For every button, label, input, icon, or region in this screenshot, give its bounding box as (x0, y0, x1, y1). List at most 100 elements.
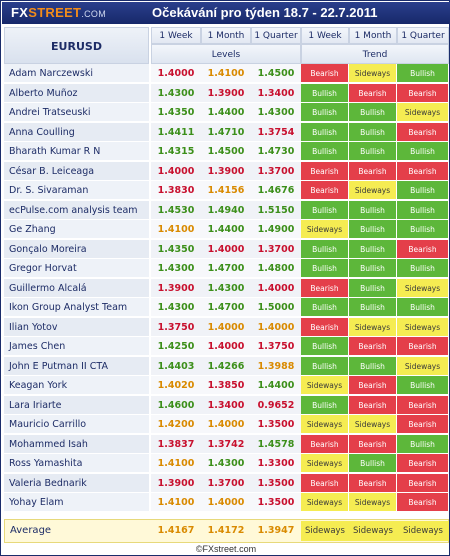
level-cell: 1.3900 (151, 473, 201, 493)
trend-cell: Bullish (397, 298, 449, 317)
trend-cell: Bearish (397, 493, 449, 512)
table-row: Lara Iriarte 1.4600 1.3400 0.9652 Bullish Bea… (4, 395, 449, 415)
level-cell: 1.4300 (151, 83, 201, 103)
level-cell: 1.4700 (201, 259, 251, 278)
trend-cell: Bearish (397, 337, 449, 356)
trend-cell: Bullish (301, 103, 349, 122)
level-cell: 1.4300 (251, 103, 301, 122)
level-cell: 1.4403 (151, 356, 201, 376)
level-cell: 1.4100 (201, 64, 251, 83)
level-cell: 1.4000 (151, 161, 201, 181)
average-trend-1-quarter: Sideways (397, 521, 449, 541)
level-cell: 0.9652 (251, 395, 301, 415)
copyright-footer: ©FXstreet.com (195, 544, 257, 554)
trend-cell: Bullish (397, 259, 449, 278)
levels-group-header: Levels (151, 44, 301, 64)
analyst-name: John E Putman II CTA (4, 356, 149, 376)
level-cell: 1.4250 (151, 337, 201, 356)
trend-cell: Sideways (349, 181, 397, 200)
level-cell: 1.4530 (151, 200, 201, 220)
trend-cell: Sideways (349, 64, 397, 83)
trend-cell: Bearish (349, 376, 397, 395)
analyst-name: Lara Iriarte (4, 395, 149, 415)
level-cell: 1.4940 (201, 200, 251, 220)
trend-cell: Bearish (301, 64, 349, 83)
trend-cell: Sideways (397, 278, 449, 298)
level-cell: 1.3500 (251, 493, 301, 512)
table-row: Bharath Kumar R N 1.4315 1.4500 1.4730 Bulli… (4, 142, 449, 161)
level-cell: 1.4000 (201, 317, 251, 337)
level-cell: 1.4000 (201, 493, 251, 512)
level-cell: 1.4100 (151, 493, 201, 512)
trend-cell: Bearish (301, 434, 349, 454)
analyst-name: Anna Coulling (4, 122, 149, 142)
trend-cell: Bearish (349, 473, 397, 493)
analyst-name: Mohammed Isah (4, 434, 149, 454)
trend-cell: Bearish (397, 122, 449, 142)
level-cell: 1.4000 (201, 415, 251, 434)
level-cell: 1.4200 (151, 415, 201, 434)
header-trend-1-month: 1 Month (349, 27, 397, 44)
level-cell: 1.3400 (201, 395, 251, 415)
trend-cell: Bullish (349, 454, 397, 473)
level-cell: 1.4400 (201, 103, 251, 122)
header-bar: FXSTREET.COM Očekávání pro týden 18.7 - … (2, 2, 450, 24)
average-label: Average (10, 525, 52, 536)
trend-cell: Bullish (397, 181, 449, 200)
trend-cell: Bullish (397, 220, 449, 239)
trend-cell: Bullish (349, 200, 397, 220)
analyst-name: Ross Yamashita (4, 454, 149, 473)
level-cell: 1.4315 (151, 142, 201, 161)
trend-cell: Bullish (349, 142, 397, 161)
logo-street: STREET (28, 5, 82, 20)
level-cell: 1.4000 (251, 317, 301, 337)
level-cell: 1.4676 (251, 181, 301, 200)
level-cell: 1.3837 (151, 434, 201, 454)
average-level-1-week: 1.4167 (157, 525, 195, 536)
trend-cell: Bearish (397, 473, 449, 493)
table-row: Keagan York 1.4020 1.3850 1.4400 Sideways Bea… (4, 376, 449, 395)
trend-cell: Sideways (397, 356, 449, 376)
table-row: Ross Yamashita 1.4100 1.4300 1.3300 Sideways… (4, 454, 449, 473)
level-cell: 1.4500 (201, 142, 251, 161)
trend-cell: Bullish (301, 337, 349, 356)
trend-cell: Bearish (349, 434, 397, 454)
analyst-name: César B. Leiceaga (4, 161, 149, 181)
level-cell: 1.3830 (151, 181, 201, 200)
level-cell: 1.4400 (251, 376, 301, 395)
trend-cell: Sideways (397, 103, 449, 122)
trend-cell: Bullish (397, 376, 449, 395)
analyst-name: Dr. S. Sivaraman (4, 181, 149, 200)
trend-cell: Sideways (301, 376, 349, 395)
trend-cell: Bullish (301, 200, 349, 220)
analyst-name: Keagan York (4, 376, 149, 395)
trend-cell: Bearish (301, 317, 349, 337)
trend-cell: Bearish (349, 395, 397, 415)
trend-cell: Bullish (349, 239, 397, 259)
table-row: Gregor Horvat 1.4300 1.4700 1.4800 Bullish Bu… (4, 259, 449, 278)
level-cell: 1.4411 (151, 122, 201, 142)
trend-cell: Bullish (349, 122, 397, 142)
trend-cell: Bullish (301, 259, 349, 278)
table-row: Dr. S. Sivaraman 1.3830 1.4156 1.4676 Bearis… (4, 181, 449, 200)
level-cell: 1.4000 (201, 239, 251, 259)
level-cell: 1.4020 (151, 376, 201, 395)
level-cell: 1.4000 (201, 337, 251, 356)
level-cell: 1.3754 (251, 122, 301, 142)
trend-cell: Bullish (349, 220, 397, 239)
trend-cell: Bullish (301, 395, 349, 415)
table-row: Ikon Group Analyst Team 1.4300 1.4700 1.500… (4, 298, 449, 317)
level-cell: 1.4350 (151, 239, 201, 259)
trend-cell: Bullish (301, 83, 349, 103)
analyst-name: Mauricio Carrillo (4, 415, 149, 434)
trend-cell: Bullish (301, 239, 349, 259)
trend-cell: Bullish (397, 142, 449, 161)
trend-cell: Bearish (397, 395, 449, 415)
trend-cell: Bearish (301, 473, 349, 493)
analyst-name: Gonçalo Moreira (4, 239, 149, 259)
level-cell: 1.4300 (151, 298, 201, 317)
trend-cell: Sideways (301, 454, 349, 473)
analyst-name: Yohay Elam (4, 493, 149, 512)
level-cell: 1.3900 (201, 83, 251, 103)
